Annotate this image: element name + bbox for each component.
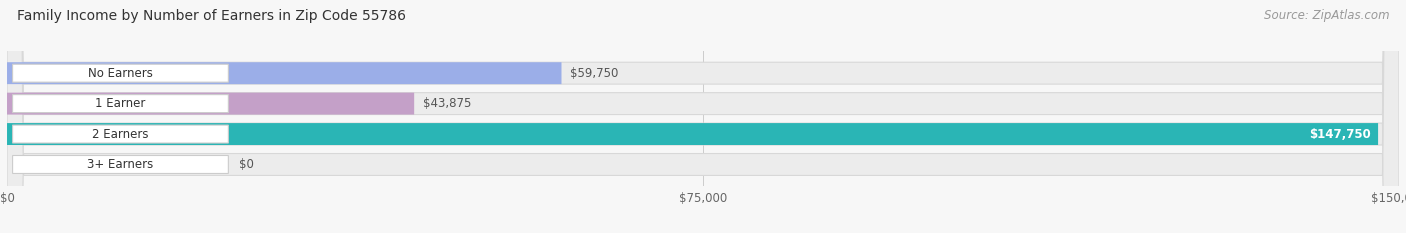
Text: 1 Earner: 1 Earner [96,97,146,110]
FancyBboxPatch shape [7,62,561,84]
Text: $43,875: $43,875 [423,97,471,110]
Text: Family Income by Number of Earners in Zip Code 55786: Family Income by Number of Earners in Zi… [17,9,406,23]
FancyBboxPatch shape [7,0,1399,233]
FancyBboxPatch shape [13,95,228,113]
Text: 3+ Earners: 3+ Earners [87,158,153,171]
FancyBboxPatch shape [7,0,1399,233]
FancyBboxPatch shape [7,0,1399,233]
FancyBboxPatch shape [13,125,228,143]
Text: No Earners: No Earners [89,67,153,80]
Text: Source: ZipAtlas.com: Source: ZipAtlas.com [1264,9,1389,22]
Text: $147,750: $147,750 [1309,127,1371,140]
Text: $0: $0 [239,158,254,171]
FancyBboxPatch shape [13,155,228,174]
FancyBboxPatch shape [7,93,415,115]
Text: $59,750: $59,750 [569,67,619,80]
FancyBboxPatch shape [7,0,1399,233]
Text: 2 Earners: 2 Earners [93,127,149,140]
FancyBboxPatch shape [7,123,1378,145]
FancyBboxPatch shape [13,64,228,82]
